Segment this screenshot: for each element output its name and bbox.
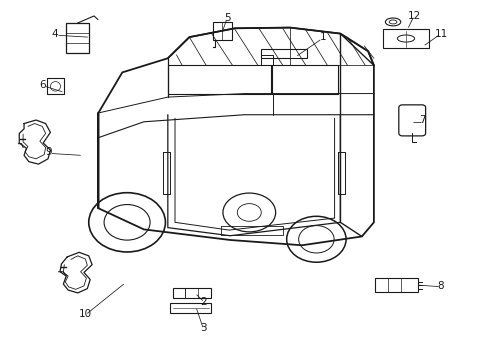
Text: 10: 10 <box>79 309 92 319</box>
Text: 1: 1 <box>320 32 326 42</box>
Bar <box>170 303 210 313</box>
Bar <box>66 23 89 53</box>
Bar <box>261 49 306 58</box>
Text: 4: 4 <box>52 28 59 39</box>
Bar <box>261 55 273 66</box>
Bar <box>213 22 231 40</box>
Text: 2: 2 <box>200 297 206 307</box>
Bar <box>172 288 210 298</box>
Text: 12: 12 <box>407 11 420 21</box>
Text: 3: 3 <box>200 323 206 333</box>
Bar <box>383 29 428 48</box>
Text: 11: 11 <box>433 28 447 39</box>
Text: 6: 6 <box>39 80 45 90</box>
Bar <box>47 78 64 94</box>
Text: 8: 8 <box>437 281 444 291</box>
Bar <box>374 278 417 292</box>
Text: 7: 7 <box>419 115 425 125</box>
Text: 9: 9 <box>45 147 52 157</box>
Text: 5: 5 <box>224 13 230 23</box>
